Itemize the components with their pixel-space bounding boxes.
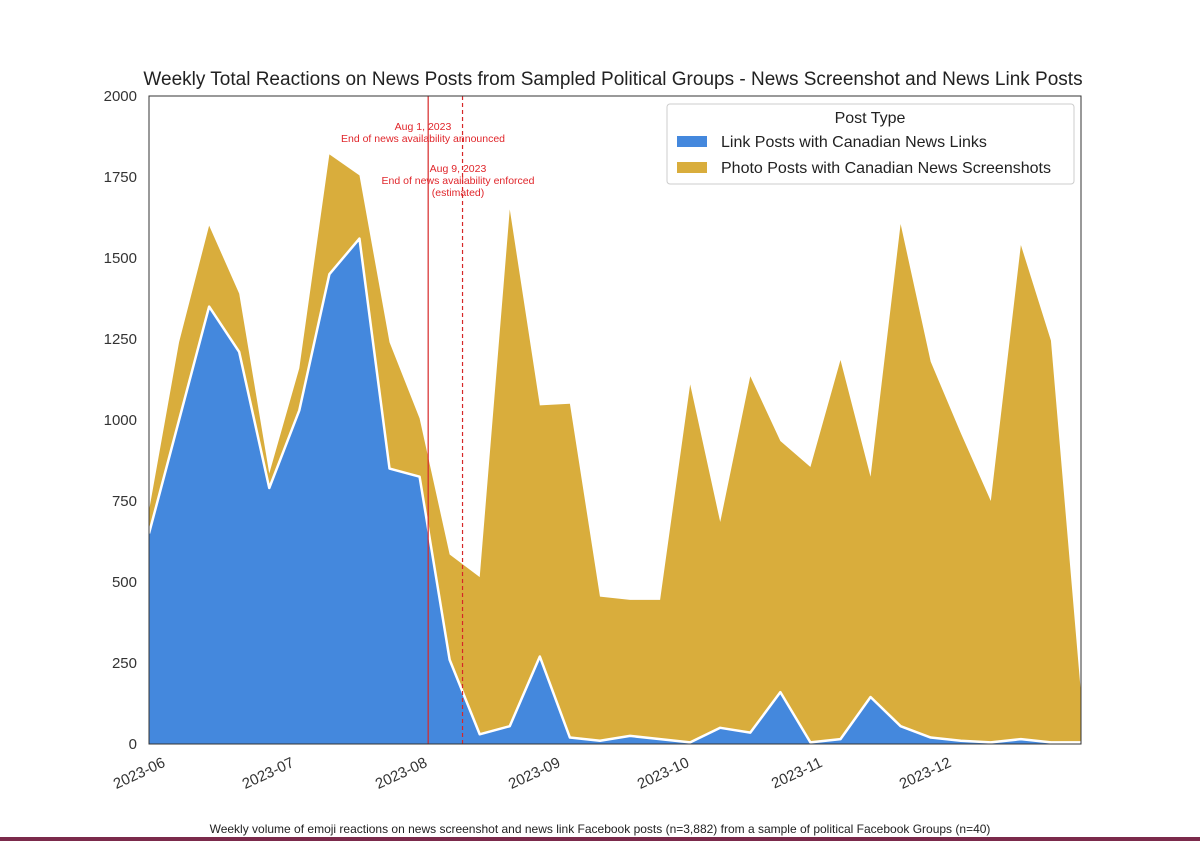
y-tick-label: 0	[129, 736, 137, 753]
y-tick-label: 1000	[104, 412, 137, 429]
x-tick-label: 2023-08	[373, 754, 430, 793]
legend: Post Type Link Posts with Canadian News …	[666, 103, 1075, 185]
y-tick-label: 1250	[104, 331, 137, 348]
x-tick-label: 2023-06	[111, 754, 168, 793]
legend-swatch-link-posts	[677, 136, 707, 147]
x-tick-label: 2023-09	[506, 754, 563, 793]
annotation-text-1-2: End of news availability announced	[341, 133, 505, 145]
annotation-text-2-1: Aug 9, 2023	[430, 163, 487, 175]
x-tick-label: 2023-07	[240, 754, 297, 793]
axes-frame	[148, 95, 1082, 745]
y-tick-label: 250	[112, 655, 137, 672]
legend-label-photo-posts: Photo Posts with Canadian News Screensho…	[721, 160, 1051, 177]
axes: 0 250 500 750 1000 1250 1500 1750 2000 2023-06 202…	[104, 88, 1082, 793]
area-photo-posts	[149, 154, 1081, 743]
annotation-text-2-2: End of news availability enforced	[382, 175, 535, 187]
legend-title: Post Type	[835, 110, 906, 127]
x-tick-label: 2023-12	[897, 754, 954, 793]
x-tick-label: 2023-11	[769, 754, 825, 792]
area-link-posts	[149, 238, 1081, 744]
series-boundary-line	[149, 237, 1081, 744]
figure-caption: Weekly volume of emoji reactions on news…	[209, 822, 991, 836]
y-tick-label: 500	[112, 574, 137, 591]
annotation-text-2-3: (estimated)	[432, 187, 485, 199]
y-tick-label: 1750	[104, 169, 137, 186]
x-tick-label: 2023-10	[635, 754, 692, 793]
plot-area	[149, 154, 1081, 744]
bottom-rule	[0, 837, 1200, 841]
legend-swatch-photo-posts	[677, 162, 707, 173]
annotation-text-1-1: Aug 1, 2023	[395, 121, 452, 133]
legend-label-link-posts: Link Posts with Canadian News Links	[721, 134, 987, 151]
y-tick-label: 1500	[104, 250, 137, 267]
y-tick-label: 2000	[104, 88, 137, 105]
chart-title: Weekly Total Reactions on News Posts fro…	[143, 69, 1082, 90]
legend-box	[666, 103, 1075, 185]
y-tick-label: 750	[112, 493, 137, 510]
